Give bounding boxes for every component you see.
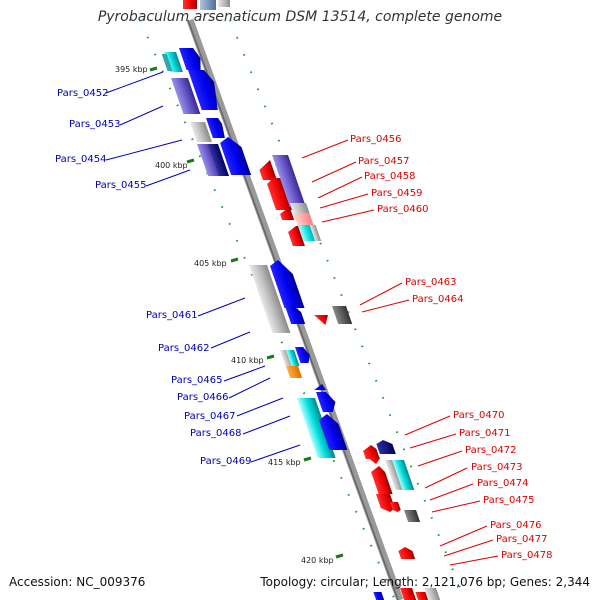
left-gene-labels: Pars_0452 Pars_0453 Pars_0454 Pars_0455 … — [55, 88, 251, 467]
gene-block-0459 — [280, 208, 295, 220]
gene-block-0473 — [385, 460, 415, 490]
gene-block-0469 — [319, 414, 348, 450]
gene-label[interactable]: Pars_0472 — [465, 445, 516, 456]
accession-text: Accession: NC_009376 — [9, 575, 146, 589]
gene-label[interactable]: Pars_0455 — [95, 180, 146, 191]
gene-label[interactable]: Pars_0453 — [69, 119, 120, 130]
gene-block-0471b — [368, 458, 380, 464]
gene-block-0460 — [288, 226, 305, 246]
right-leader-lines — [301, 139, 499, 566]
gene-label[interactable]: Pars_0467 — [184, 411, 235, 422]
gene-label[interactable]: Pars_0461 — [146, 310, 197, 321]
map-title: Pyrobaculum arsenaticum DSM 13514, compl… — [97, 9, 503, 25]
gene-label[interactable]: Pars_0478 — [501, 550, 552, 561]
scale-label: 400 kbp — [155, 161, 188, 170]
gene-block-0465b — [295, 347, 310, 363]
gene-label[interactable]: Pars_0470 — [453, 410, 504, 421]
scale-label: 395 kbp — [115, 65, 148, 74]
gene-block-0462 — [285, 306, 306, 324]
gene-block-0471 — [376, 440, 396, 454]
gene-block-0461 — [249, 265, 291, 333]
gene-label[interactable]: Pars_0474 — [477, 478, 528, 489]
gene-label[interactable]: Pars_0468 — [190, 428, 241, 439]
scale-label: 420 kbp — [301, 556, 334, 565]
gene-block-0474 — [376, 494, 395, 512]
gene-label[interactable]: Pars_0463 — [405, 277, 456, 288]
gene-block-0463 — [314, 315, 328, 325]
gene-label[interactable]: Pars_0464 — [412, 294, 463, 305]
gene-label[interactable]: Pars_0456 — [350, 134, 401, 145]
gene-block-0455 — [197, 144, 230, 176]
gene-label[interactable]: Pars_0462 — [158, 343, 209, 354]
gene-label[interactable]: Pars_0473 — [471, 462, 522, 473]
left-leader-lines — [105, 71, 301, 463]
gene-label[interactable]: Pars_0476 — [490, 520, 541, 531]
gene-label[interactable]: Pars_0477 — [496, 534, 547, 545]
gene-block-0475b — [404, 510, 421, 522]
gene-block-0472 — [371, 466, 393, 494]
gene-block-0456 — [259, 160, 277, 180]
gene-block-0465 — [280, 350, 300, 366]
gene-label[interactable]: Pars_0475 — [483, 495, 534, 506]
gene-block-0454b — [206, 118, 225, 138]
gene-block-0458 — [272, 155, 306, 207]
gene-block-0468 — [297, 398, 336, 458]
gene-label[interactable]: Pars_0460 — [377, 204, 428, 215]
gene-block-0467 — [314, 384, 327, 390]
gene-label[interactable]: Pars_0458 — [364, 171, 415, 182]
gene-block-0476 — [398, 547, 416, 559]
gene-block-0468b — [316, 392, 336, 412]
gene-block-0457 — [267, 178, 293, 210]
gene-label[interactable]: Pars_0452 — [57, 88, 108, 99]
gene-block-0455b — [220, 137, 252, 175]
gene-block-0453 — [171, 78, 201, 114]
gene-block-0461b — [270, 260, 305, 308]
scale-ticks — [149, 66, 344, 559]
gene-label[interactable]: Pars_0457 — [358, 156, 409, 167]
scale-label: 405 kbp — [194, 259, 227, 268]
topology-summary: Topology: circular; Length: 2,121,076 bp… — [260, 575, 590, 589]
gene-block-0452b — [179, 48, 201, 70]
gene-label[interactable]: Pars_0459 — [371, 188, 422, 199]
gene-label[interactable]: Pars_0466 — [177, 392, 228, 403]
gene-block-0470 — [363, 445, 380, 459]
gene-block-0475 — [390, 502, 401, 512]
scale-labels: 395 kbp 400 kbp 405 kbp 410 kbp 415 kbp … — [115, 65, 334, 565]
gene-block-0454 — [190, 122, 212, 142]
gene-block-0464 — [332, 306, 353, 324]
gene-block-0466 — [286, 366, 303, 378]
gene-label[interactable]: Pars_0469 — [200, 456, 251, 467]
gene-label[interactable]: Pars_0454 — [55, 154, 106, 165]
gene-block-0453b — [188, 70, 218, 110]
scale-label: 415 kbp — [268, 458, 301, 467]
gene-label[interactable]: Pars_0471 — [459, 428, 510, 439]
scale-label: 410 kbp — [231, 356, 264, 365]
top-fragments — [183, 0, 230, 10]
gene-block-0452 — [161, 52, 183, 72]
right-gene-labels: Pars_0456 Pars_0457 Pars_0458 Pars_0459 … — [350, 134, 552, 561]
gene-label[interactable]: Pars_0465 — [171, 375, 222, 386]
bottom-fragments — [373, 588, 441, 600]
gene-block-0459b — [290, 203, 322, 241]
